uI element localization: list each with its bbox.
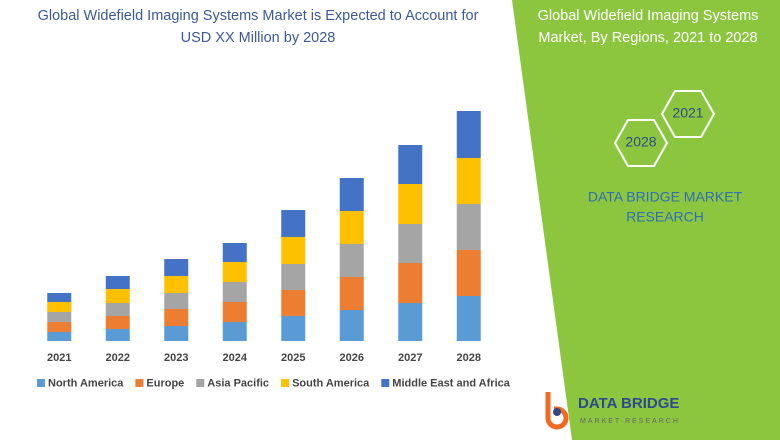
bar-segment (456, 296, 481, 341)
hex-label: 2021 (672, 105, 703, 121)
bar-segment (456, 158, 481, 204)
bar-segment (105, 276, 130, 289)
bar-segment (47, 312, 72, 322)
panel-title: Global Widefield Imaging Systems (538, 8, 759, 24)
bar-segment (281, 264, 306, 290)
legend-label: North America (48, 377, 124, 389)
bar-segment (339, 310, 364, 341)
bar-segment (222, 282, 247, 302)
bar-segment (281, 290, 306, 316)
x-tick-label: 2026 (340, 352, 364, 364)
hexagon (660, 90, 716, 138)
bar-segment (222, 243, 247, 262)
bar-segment (222, 262, 247, 282)
bar-segment (47, 293, 72, 302)
legend-swatch (135, 379, 144, 387)
bar-segment (456, 204, 481, 250)
bar-segment (281, 316, 306, 341)
bar-segment (398, 184, 423, 224)
bar-segment (222, 302, 247, 322)
x-tick-label: 2025 (281, 352, 305, 364)
x-tick-label: 2027 (398, 352, 422, 364)
bar-segment (456, 111, 481, 158)
bar-segment (47, 302, 72, 312)
logo-tagline: MARKET RESEARCH (580, 418, 680, 425)
bar-segment (281, 210, 306, 237)
bar-segment (398, 303, 423, 341)
bar-segment (398, 145, 423, 184)
legend-swatch (37, 379, 45, 387)
x-tick-label: 2024 (223, 352, 248, 364)
bar-segment (105, 303, 130, 316)
legend-label: Europe (146, 377, 184, 389)
bar-segment (339, 178, 364, 211)
chart-title-line: USD XX Million by 2028 (181, 30, 336, 46)
chart-title: Global Widefield Imaging Systems Market … (38, 8, 479, 24)
bar-segment (456, 250, 481, 296)
logo-icon (545, 392, 569, 430)
x-tick-label: 2023 (164, 352, 188, 364)
legend-label: South America (292, 377, 370, 389)
logo-name: DATA BRIDGE (578, 395, 679, 412)
bar-segment (164, 259, 189, 276)
bar-segment (339, 244, 364, 277)
hex-label: 2028 (625, 134, 656, 150)
legend-swatch (196, 379, 205, 387)
brand-text: DATA BRIDGE MARKET (588, 189, 743, 205)
hexagon (613, 119, 669, 167)
x-tick-label: 2028 (457, 352, 481, 364)
bar-segment (164, 309, 189, 326)
brand-text-line: RESEARCH (626, 209, 704, 225)
legend-swatch (381, 379, 390, 387)
panel-title-line: Market, By Regions, 2021 to 2028 (538, 30, 757, 46)
bar-segment (105, 329, 130, 341)
bar-segment (164, 326, 189, 341)
bar-segment (398, 263, 423, 303)
side-panel (512, 0, 780, 440)
bar-segment (339, 277, 364, 310)
bar-segment (398, 224, 423, 263)
bar-segment (339, 211, 364, 244)
legend-label: Middle East and Africa (392, 377, 510, 389)
bar-segment (281, 237, 306, 264)
bar-segment (105, 289, 130, 303)
bar-segment (105, 316, 130, 329)
bar-segment (164, 276, 189, 293)
legend-swatch (281, 379, 290, 387)
x-tick-label: 2022 (106, 352, 130, 364)
bar-segment (222, 322, 247, 341)
legend-label: Asia Pacific (207, 377, 269, 389)
x-tick-label: 2021 (47, 352, 71, 364)
bar-segment (47, 322, 72, 332)
bar-segment (47, 332, 72, 341)
bar-segment (164, 293, 189, 309)
